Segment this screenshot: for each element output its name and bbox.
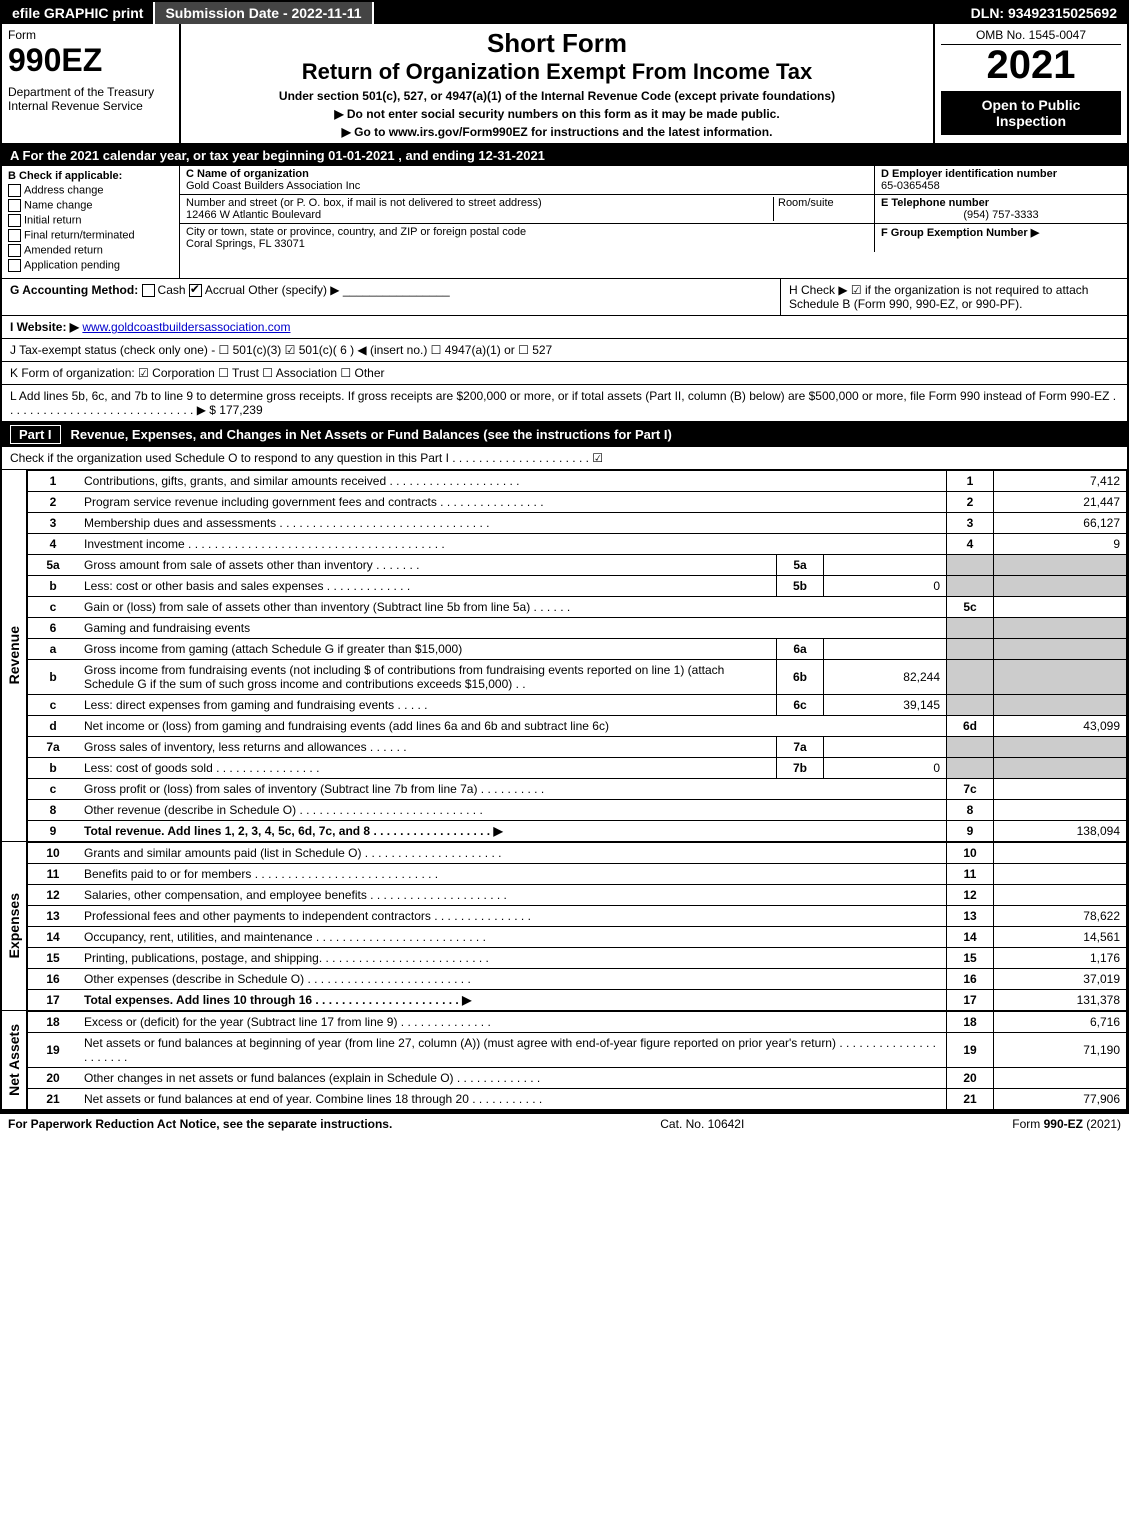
expenses-table: 10Grants and similar amounts paid (list … bbox=[27, 842, 1127, 1011]
box-b: B Check if applicable: Address change Na… bbox=[2, 166, 180, 278]
form-header: Form 990EZ Department of the Treasury In… bbox=[2, 24, 1127, 145]
open-to-public: Open to Public Inspection bbox=[941, 91, 1121, 135]
line-16: 16Other expenses (describe in Schedule O… bbox=[28, 969, 1127, 990]
line-21: 21Net assets or fund balances at end of … bbox=[28, 1089, 1127, 1110]
box-c-name: C Name of organization Gold Coast Builde… bbox=[180, 166, 875, 194]
website-link[interactable]: www.goldcoastbuildersassociation.com bbox=[82, 320, 290, 334]
box-b-title: B Check if applicable: bbox=[8, 170, 173, 182]
part-1-label: Part I bbox=[10, 425, 61, 444]
revenue-vlabel: Revenue bbox=[2, 470, 27, 842]
return-title: Return of Organization Exempt From Incom… bbox=[187, 59, 927, 85]
line-2: 2Program service revenue including gover… bbox=[28, 492, 1127, 513]
line-15: 15Printing, publications, postage, and s… bbox=[28, 948, 1127, 969]
page-footer: For Paperwork Reduction Act Notice, see … bbox=[0, 1112, 1129, 1134]
cat-number: Cat. No. 10642I bbox=[392, 1117, 1012, 1131]
org-name: Gold Coast Builders Association Inc bbox=[186, 180, 868, 192]
line-7b: bLess: cost of goods sold . . . . . . . … bbox=[28, 758, 1127, 779]
line-9: 9Total revenue. Add lines 1, 2, 3, 4, 5c… bbox=[28, 821, 1127, 842]
netassets-section: Net Assets 18Excess or (deficit) for the… bbox=[2, 1011, 1127, 1110]
dln-number: DLN: 93492315025692 bbox=[961, 2, 1127, 24]
line-6a: aGross income from gaming (attach Schedu… bbox=[28, 639, 1127, 660]
line-4: 4Investment income . . . . . . . . . . .… bbox=[28, 534, 1127, 555]
efile-print[interactable]: efile GRAPHIC print bbox=[2, 2, 153, 24]
short-form-title: Short Form bbox=[187, 28, 927, 59]
ein-value: 65-0365458 bbox=[881, 180, 1121, 192]
form-footer-id: Form 990-EZ (2021) bbox=[1012, 1117, 1121, 1131]
boxes-cde: C Name of organization Gold Coast Builde… bbox=[180, 166, 1127, 278]
row-j: J Tax-exempt status (check only one) - ☐… bbox=[2, 339, 1127, 362]
line-13: 13Professional fees and other payments t… bbox=[28, 906, 1127, 927]
line-19: 19Net assets or fund balances at beginni… bbox=[28, 1033, 1127, 1068]
line-1: 1Contributions, gifts, grants, and simil… bbox=[28, 471, 1127, 492]
line-6b: bGross income from fundraising events (n… bbox=[28, 660, 1127, 695]
submission-date: Submission Date - 2022-11-11 bbox=[153, 2, 373, 24]
no-ssn-note: ▶ Do not enter social security numbers o… bbox=[187, 107, 927, 121]
line-7a: 7aGross sales of inventory, less returns… bbox=[28, 737, 1127, 758]
line-10: 10Grants and similar amounts paid (list … bbox=[28, 843, 1127, 864]
line-5c: cGain or (loss) from sale of assets othe… bbox=[28, 597, 1127, 618]
row-k: K Form of organization: ☑ Corporation ☐ … bbox=[2, 362, 1127, 385]
tax-year: 2021 bbox=[941, 45, 1121, 85]
chk-final-return[interactable]: Final return/terminated bbox=[8, 229, 173, 242]
line-6d: dNet income or (loss) from gaming and fu… bbox=[28, 716, 1127, 737]
chk-address-change[interactable]: Address change bbox=[8, 184, 173, 197]
line-12: 12Salaries, other compensation, and empl… bbox=[28, 885, 1127, 906]
room-suite: Room/suite bbox=[773, 197, 868, 221]
header-mid: Short Form Return of Organization Exempt… bbox=[181, 24, 933, 143]
row-l: L Add lines 5b, 6c, and 7b to line 9 to … bbox=[2, 385, 1127, 422]
row-i: I Website: ▶ www.goldcoastbuildersassoci… bbox=[2, 316, 1127, 339]
line-3: 3Membership dues and assessments . . . .… bbox=[28, 513, 1127, 534]
dept-treasury: Department of the Treasury bbox=[8, 85, 173, 99]
telephone-value: (954) 757-3333 bbox=[881, 209, 1121, 221]
part-1-header: Part I Revenue, Expenses, and Changes in… bbox=[2, 422, 1127, 447]
header-right: OMB No. 1545-0047 2021 Open to Public In… bbox=[933, 24, 1127, 143]
line-8: 8Other revenue (describe in Schedule O) … bbox=[28, 800, 1127, 821]
section-a-bar: A For the 2021 calendar year, or tax yea… bbox=[2, 145, 1127, 166]
topbar: efile GRAPHIC print Submission Date - 20… bbox=[2, 2, 1127, 24]
box-e: E Telephone number (954) 757-3333 bbox=[875, 195, 1127, 223]
expenses-section: Expenses 10Grants and similar amounts pa… bbox=[2, 842, 1127, 1011]
street-value: 12466 W Atlantic Boulevard bbox=[186, 209, 773, 221]
line-11: 11Benefits paid to or for members . . . … bbox=[28, 864, 1127, 885]
box-c-city: City or town, state or province, country… bbox=[180, 224, 875, 252]
part-1-title: Revenue, Expenses, and Changes in Net As… bbox=[71, 427, 672, 442]
revenue-section: Revenue 1Contributions, gifts, grants, a… bbox=[2, 470, 1127, 842]
form-label: Form bbox=[8, 28, 173, 42]
netassets-table: 18Excess or (deficit) for the year (Subt… bbox=[27, 1011, 1127, 1110]
chk-initial-return[interactable]: Initial return bbox=[8, 214, 173, 227]
goto-link[interactable]: ▶ Go to www.irs.gov/Form990EZ for instru… bbox=[187, 125, 927, 139]
row-h: H Check ▶ ☑ if the organization is not r… bbox=[780, 279, 1127, 315]
row-g: G Accounting Method: Cash Accrual Other … bbox=[2, 279, 780, 315]
city-value: Coral Springs, FL 33071 bbox=[186, 238, 868, 250]
box-c-street: Number and street (or P. O. box, if mail… bbox=[180, 195, 875, 223]
box-f: F Group Exemption Number ▶ bbox=[875, 224, 1127, 252]
paperwork-notice: For Paperwork Reduction Act Notice, see … bbox=[8, 1117, 392, 1131]
revenue-table: 1Contributions, gifts, grants, and simil… bbox=[27, 470, 1127, 842]
line-5a: 5aGross amount from sale of assets other… bbox=[28, 555, 1127, 576]
irs-label: Internal Revenue Service bbox=[8, 99, 173, 113]
line-20: 20Other changes in net assets or fund ba… bbox=[28, 1068, 1127, 1089]
line-5b: bLess: cost or other basis and sales exp… bbox=[28, 576, 1127, 597]
chk-amended-return[interactable]: Amended return bbox=[8, 244, 173, 257]
part-1-sub: Check if the organization used Schedule … bbox=[2, 447, 1127, 470]
line-18: 18Excess or (deficit) for the year (Subt… bbox=[28, 1012, 1127, 1033]
form-container: efile GRAPHIC print Submission Date - 20… bbox=[0, 0, 1129, 1112]
box-d: D Employer identification number 65-0365… bbox=[875, 166, 1127, 194]
line-6c: cLess: direct expenses from gaming and f… bbox=[28, 695, 1127, 716]
expenses-vlabel: Expenses bbox=[2, 842, 27, 1011]
boxes-bcdef: B Check if applicable: Address change Na… bbox=[2, 166, 1127, 279]
chk-application-pending[interactable]: Application pending bbox=[8, 259, 173, 272]
row-g-h: G Accounting Method: Cash Accrual Other … bbox=[2, 279, 1127, 316]
line-7c: cGross profit or (loss) from sales of in… bbox=[28, 779, 1127, 800]
line-14: 14Occupancy, rent, utilities, and mainte… bbox=[28, 927, 1127, 948]
form-number: 990EZ bbox=[8, 42, 173, 79]
line-17: 17Total expenses. Add lines 10 through 1… bbox=[28, 990, 1127, 1011]
header-left: Form 990EZ Department of the Treasury In… bbox=[2, 24, 181, 143]
chk-name-change[interactable]: Name change bbox=[8, 199, 173, 212]
under-section: Under section 501(c), 527, or 4947(a)(1)… bbox=[187, 89, 927, 103]
netassets-vlabel: Net Assets bbox=[2, 1011, 27, 1110]
line-6: 6Gaming and fundraising events bbox=[28, 618, 1127, 639]
